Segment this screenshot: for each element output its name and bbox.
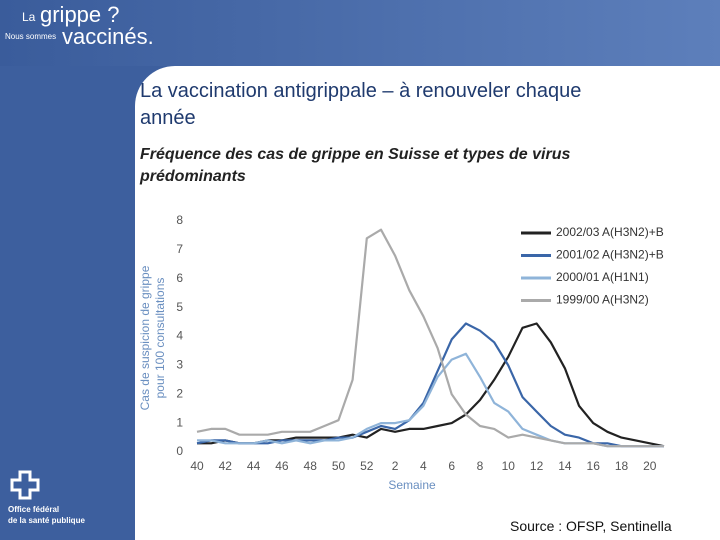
y-axis-label: pour 100 consultations: [153, 278, 167, 399]
x-tick-label: 44: [247, 459, 261, 473]
y-axis-label: Cas de suspicion de grippe: [138, 265, 152, 410]
slide-subtitle: Fréquence des cas de grippe en Suisse et…: [140, 146, 571, 185]
brand-grippe: grippe ?: [40, 2, 120, 27]
content-area: [135, 66, 720, 540]
x-tick-label: 20: [643, 459, 657, 473]
series-line: [197, 352, 664, 448]
y-tick-label: 8: [176, 213, 183, 227]
source: Source : OFSP, Sentinella: [510, 518, 672, 534]
x-tick-label: 2: [392, 459, 399, 473]
x-tick-label: 4: [420, 459, 427, 473]
x-tick-label: 10: [502, 459, 516, 473]
x-tick-label: 46: [275, 459, 289, 473]
y-tick-label: 7: [176, 242, 183, 256]
x-axis-label: Semaine: [388, 478, 436, 492]
legend-label: 2000/01 A(H1N1): [556, 270, 649, 284]
slide-title: La vaccination antigrippale – à renouvel…: [140, 80, 582, 129]
top-banner: [0, 0, 720, 66]
x-tick-label: 16: [587, 459, 601, 473]
legend-label: 2001/02 A(H3N2)+B: [556, 248, 664, 262]
legend-label: 1999/00 A(H3N2): [556, 293, 649, 307]
brand-vaccines: vaccinés.: [62, 24, 154, 49]
x-tick-label: 8: [477, 459, 484, 473]
y-tick-label: 5: [176, 300, 183, 314]
x-tick-label: 42: [219, 459, 233, 473]
y-tick-label: 1: [176, 415, 183, 429]
legend-label: 2002/03 A(H3N2)+B: [556, 225, 664, 239]
x-tick-label: 14: [558, 459, 572, 473]
brand-nous: Nous sommes: [5, 32, 57, 41]
brand-la: La: [22, 10, 36, 24]
y-tick-label: 0: [176, 444, 183, 458]
x-tick-label: 40: [190, 459, 204, 473]
office-line1: Office fédéral: [8, 505, 60, 514]
x-tick-label: 50: [332, 459, 346, 473]
y-tick-label: 3: [176, 358, 183, 372]
x-tick-label: 12: [530, 459, 544, 473]
y-tick-label: 4: [176, 329, 183, 343]
series-line: [196, 228, 664, 448]
series-line: [197, 322, 665, 448]
y-tick-label: 6: [176, 271, 183, 285]
y-tick-label: 2: [176, 386, 183, 400]
x-tick-label: 48: [304, 459, 318, 473]
logo-icon: [10, 470, 40, 500]
x-tick-label: 18: [615, 459, 629, 473]
office-line2: de la santé publique: [8, 516, 85, 525]
x-tick-label: 52: [360, 459, 374, 473]
x-tick-label: 6: [448, 459, 455, 473]
